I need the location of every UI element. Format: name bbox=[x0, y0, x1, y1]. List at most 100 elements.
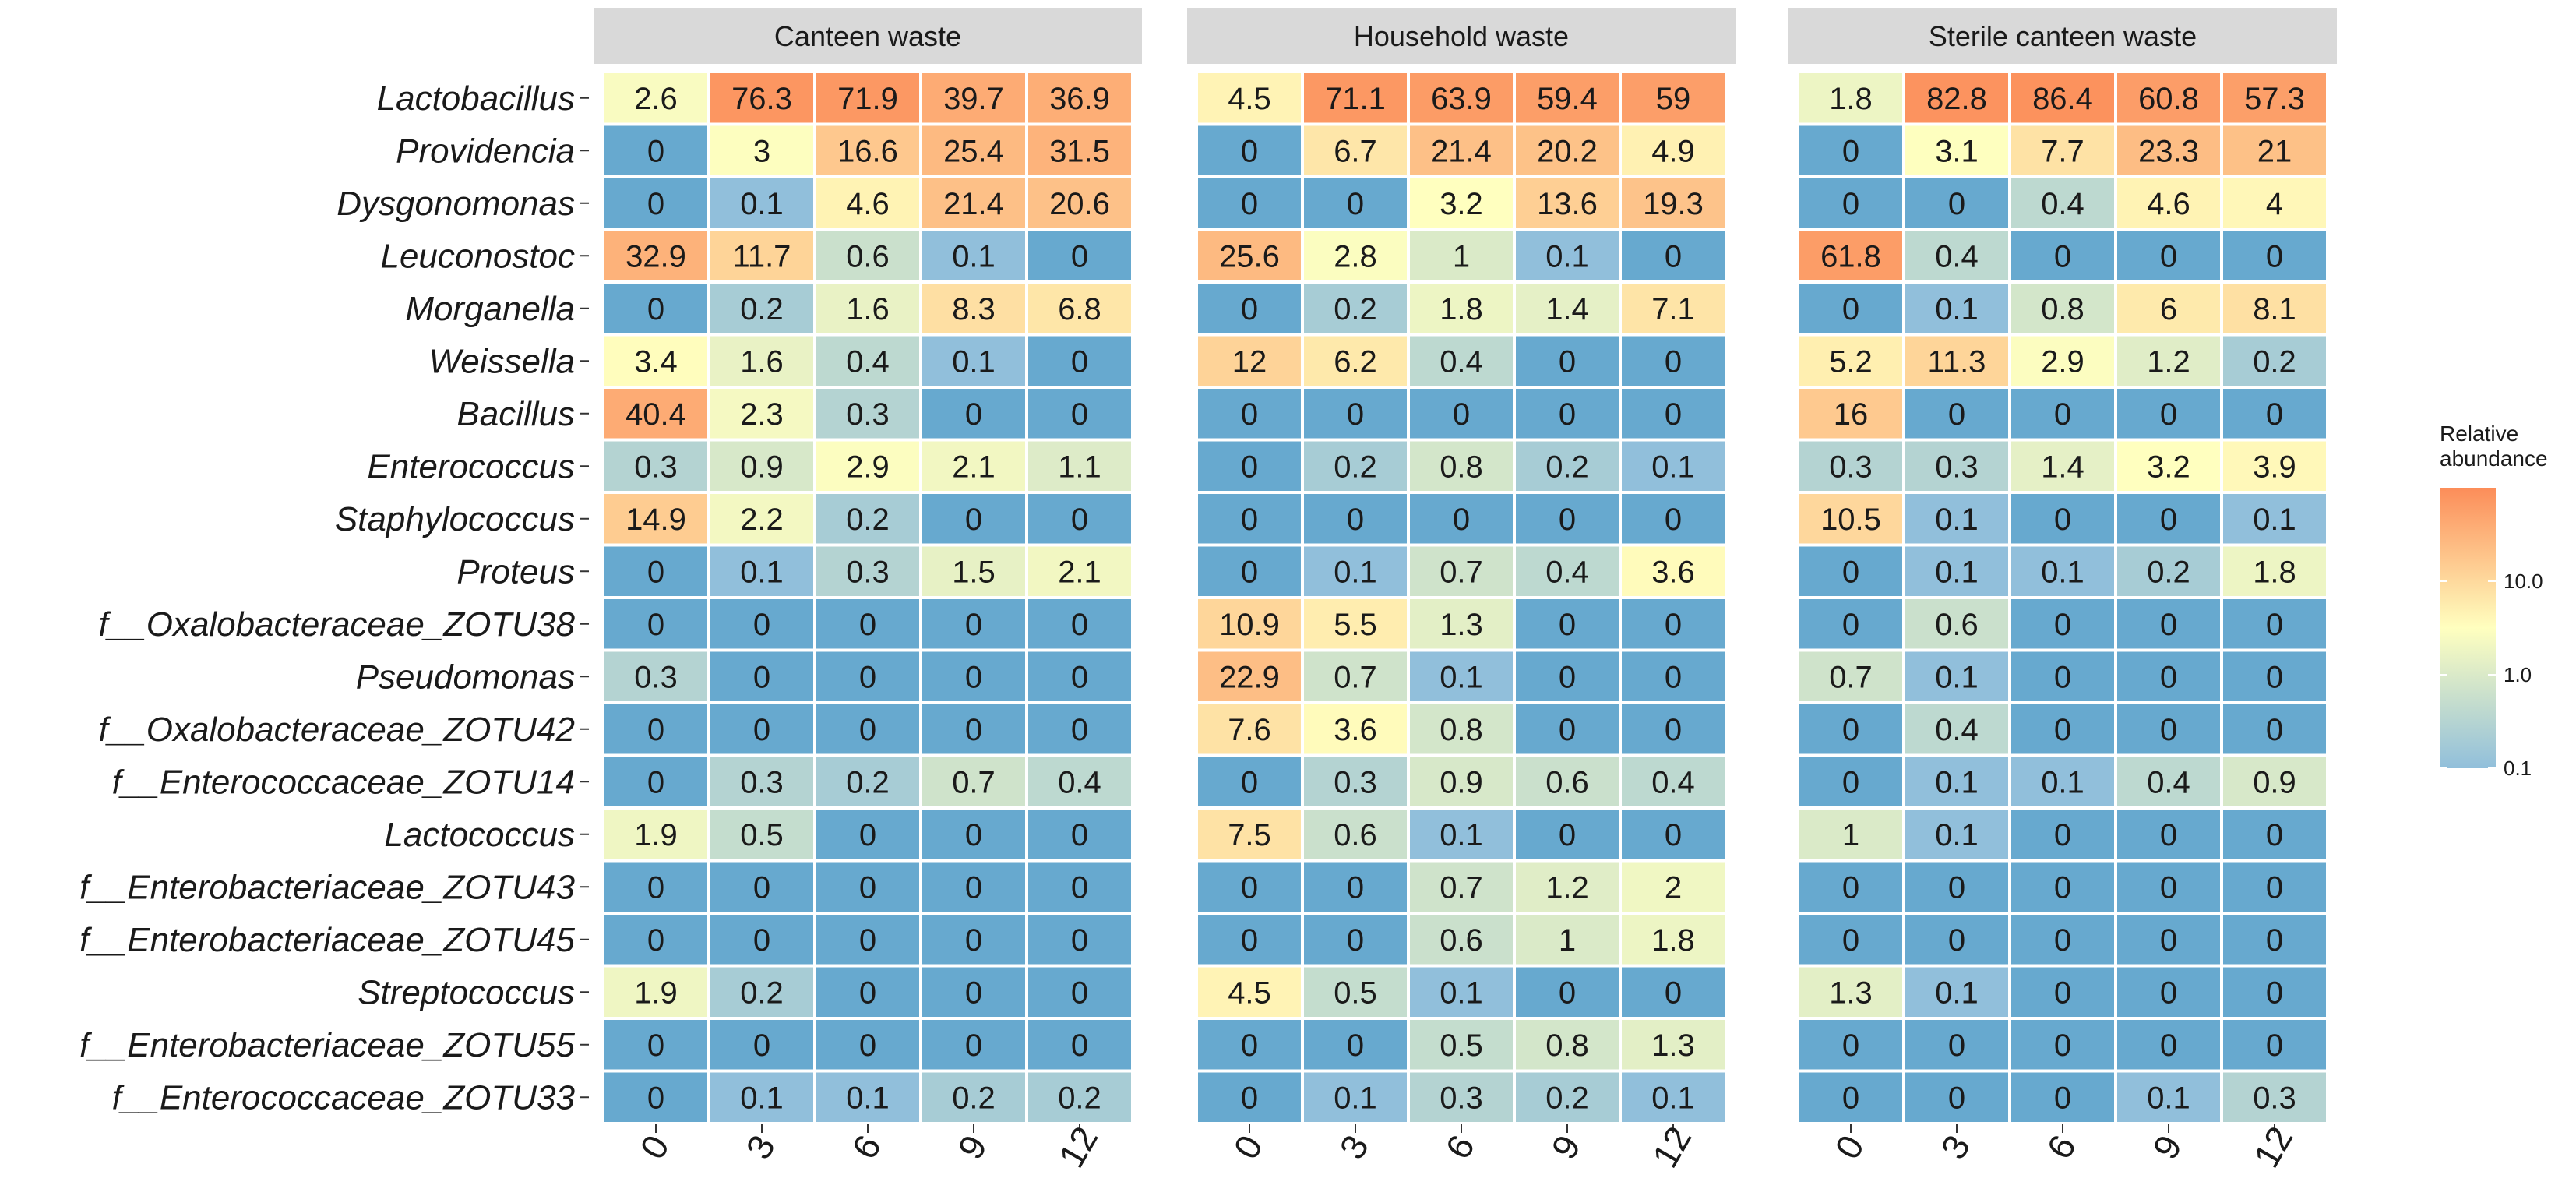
cell-value-label: 0 bbox=[2054, 503, 2071, 537]
cell-value-label: 0 bbox=[1559, 818, 1576, 852]
heatmap-cell bbox=[2114, 438, 2223, 494]
cell-value-label: 0 bbox=[2266, 608, 2283, 642]
cell-value-label: 0 bbox=[1842, 1028, 1859, 1063]
cell-value-label: 0 bbox=[965, 397, 982, 432]
cell-value-label: 0.1 bbox=[1440, 818, 1483, 852]
cell-value-label: 0 bbox=[2160, 239, 2177, 273]
cell-value-label: 0.3 bbox=[1334, 765, 1377, 799]
cell-value-label: 0 bbox=[2160, 503, 2177, 537]
cell-value-label: 86.4 bbox=[2032, 82, 2093, 116]
cell-value-label: 0 bbox=[1071, 397, 1088, 432]
cell-value-label: 0 bbox=[647, 1081, 664, 1115]
heatmap-cell bbox=[2008, 122, 2117, 178]
row-label: Dysgonomonas bbox=[337, 185, 575, 223]
heatmap-cell bbox=[1619, 701, 1728, 757]
heatmap-cell bbox=[1796, 1069, 1905, 1125]
cell-value-label: 4.6 bbox=[2147, 187, 2190, 221]
heatmap-cell bbox=[601, 333, 710, 389]
cell-value-label: 0 bbox=[1347, 503, 1364, 537]
cell-value-label: 0 bbox=[1948, 1081, 1965, 1115]
cell-value-label: 0.1 bbox=[1334, 1081, 1377, 1115]
cell-value-label: 3.6 bbox=[1334, 713, 1377, 747]
heatmap-cell bbox=[1025, 280, 1134, 337]
cell-value-label: 0 bbox=[2266, 660, 2283, 694]
cell-value-label: 1.4 bbox=[2041, 450, 2084, 484]
cell-value-label: 0.2 bbox=[1058, 1081, 1101, 1115]
cell-value-label: 31.5 bbox=[1049, 134, 1110, 168]
cell-value-label: 0.4 bbox=[1651, 765, 1695, 799]
cell-value-label: 0 bbox=[2054, 818, 2071, 852]
heatmap-cell bbox=[1902, 912, 2011, 968]
cell-value-label: 0.1 bbox=[740, 555, 784, 589]
heatmap-cell bbox=[1025, 912, 1134, 968]
cell-value-label: 0 bbox=[2160, 608, 2177, 642]
cell-value-label: 0 bbox=[1241, 555, 1258, 589]
cell-value-label: 0.1 bbox=[952, 239, 996, 273]
cell-value-label: 14.9 bbox=[625, 503, 686, 537]
cell-value-label: 2.3 bbox=[740, 397, 784, 432]
heatmap-cell bbox=[813, 228, 922, 284]
row-labels: Lactobacillus Providencia Dysgonomonas Leuc… bbox=[79, 79, 589, 1117]
heatmap-cell bbox=[813, 280, 922, 337]
cell-value-label: 0.3 bbox=[1440, 1081, 1483, 1115]
heatmap-cell bbox=[601, 964, 710, 1020]
legend-tick-label: 10.0 bbox=[2504, 570, 2543, 593]
cell-value-label: 0 bbox=[1559, 975, 1576, 1010]
heatmap-cell bbox=[813, 543, 922, 599]
heatmap-cell bbox=[1902, 333, 2011, 389]
cell-value-label: 0 bbox=[1665, 660, 1682, 694]
heatmap-cell bbox=[1902, 122, 2011, 178]
heatmap-cell bbox=[2114, 596, 2223, 652]
cell-value-label: 0 bbox=[1453, 397, 1470, 432]
x-tick-label: 0 bbox=[632, 1128, 677, 1166]
legend-colorbar bbox=[2440, 488, 2496, 768]
heatmap-cell bbox=[2114, 491, 2223, 547]
cell-value-label: 0 bbox=[2266, 923, 2283, 958]
heatmap-cell bbox=[813, 806, 922, 863]
cell-value-label: 0 bbox=[1071, 608, 1088, 642]
cell-value-label: 0 bbox=[1071, 239, 1088, 273]
heatmap-cell bbox=[1301, 859, 1410, 915]
cell-value-label: 0 bbox=[1665, 239, 1682, 273]
heatmap-cell bbox=[1796, 859, 1905, 915]
cell-value-label: 32.9 bbox=[625, 239, 686, 273]
x-tick-label: 6 bbox=[1437, 1128, 1482, 1166]
row-label: Proteus bbox=[456, 552, 575, 591]
row-label: Lactococcus bbox=[384, 816, 575, 854]
cell-value-label: 0 bbox=[1842, 765, 1859, 799]
cell-value-label: 0 bbox=[1071, 818, 1088, 852]
heatmap-cell bbox=[919, 280, 1028, 337]
x-tick-label: 9 bbox=[950, 1128, 995, 1166]
x-tick-label: 0 bbox=[1827, 1128, 1872, 1166]
cell-value-label: 12 bbox=[1232, 344, 1267, 379]
cell-value-label: 0 bbox=[1948, 1028, 1965, 1063]
heatmap-cell bbox=[1195, 648, 1304, 704]
cell-value-label: 2.9 bbox=[846, 450, 890, 484]
heatmap-cell bbox=[1619, 122, 1728, 178]
cell-value-label: 0 bbox=[2054, 660, 2071, 694]
cell-value-label: 0.3 bbox=[634, 660, 678, 694]
cell-value-label: 1.8 bbox=[1651, 923, 1695, 958]
heatmap-cell bbox=[2008, 806, 2117, 863]
x-tick-label: 12 bbox=[1644, 1120, 1700, 1174]
heatmap-cell bbox=[2220, 859, 2329, 915]
cell-value-label: 0.7 bbox=[1440, 555, 1483, 589]
heatmap-cell bbox=[1025, 228, 1134, 284]
cell-value-label: 0.2 bbox=[740, 975, 784, 1010]
heatmap-cell bbox=[1025, 438, 1134, 494]
cell-value-label: 0 bbox=[1559, 397, 1576, 432]
heatmap-cell bbox=[2220, 122, 2329, 178]
cell-value-label: 0.3 bbox=[1829, 450, 1873, 484]
cell-value-label: 3.1 bbox=[1935, 134, 1979, 168]
heatmap-cell bbox=[2114, 280, 2223, 337]
row-label: f__Enterobacteriaceae_ZOTU43 bbox=[79, 868, 575, 906]
heatmap-cell bbox=[919, 1069, 1028, 1125]
heatmap-cell bbox=[601, 228, 710, 284]
x-tick-label: 12 bbox=[1051, 1120, 1106, 1174]
heatmap-cell bbox=[1407, 122, 1516, 178]
cell-value-label: 3.2 bbox=[1440, 187, 1483, 221]
cell-value-label: 1.5 bbox=[952, 555, 996, 589]
cell-value-label: 0 bbox=[2160, 818, 2177, 852]
cell-value-label: 0 bbox=[1559, 713, 1576, 747]
heatmap-cell bbox=[1195, 543, 1304, 599]
